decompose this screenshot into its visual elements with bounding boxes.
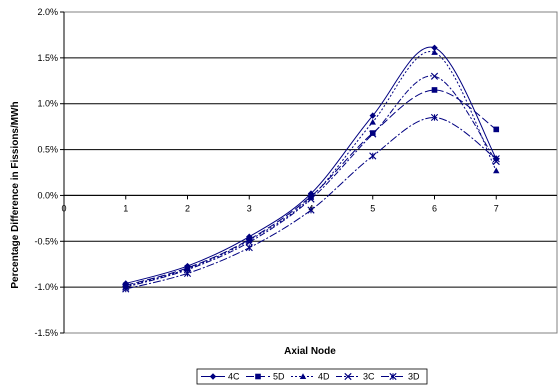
x-tick-label: 3 (247, 203, 252, 213)
data-point (122, 285, 130, 293)
y-tick-label: -0.5% (34, 236, 58, 246)
data-point (307, 206, 315, 214)
plot-area (63, 11, 558, 334)
x-tick-label: 1 (123, 203, 128, 213)
tick-labels: 01234567-1.5%-1.0%-0.5%0.0%0.5%1.0%1.5%2… (34, 7, 498, 338)
x-tick-label: 5 (370, 203, 375, 213)
series-3c (122, 72, 500, 291)
data-point-stroke (245, 238, 253, 246)
data-point (369, 130, 377, 138)
y-tick-label: 2.0% (37, 7, 58, 17)
data-point (209, 373, 217, 380)
series-line (125, 51, 497, 287)
series-5d (122, 87, 500, 289)
data-point (307, 195, 315, 203)
series-line (125, 89, 497, 286)
data-point (255, 373, 261, 380)
data-point (307, 194, 315, 200)
x-tick-label: 2 (185, 203, 190, 213)
y-tick-label: 1.5% (37, 53, 58, 63)
y-tick-label: 0.5% (37, 145, 58, 155)
series-line (125, 75, 497, 288)
legend: 4C 5D 4D 3C 3D (196, 368, 428, 385)
series-group (122, 44, 500, 293)
data-point (299, 373, 307, 380)
x-tick-label: 6 (432, 203, 437, 213)
gridlines (64, 11, 557, 334)
series-4d (122, 49, 500, 289)
legend-label: 5D (273, 372, 285, 382)
data-point (493, 167, 500, 174)
x-tick-label: 7 (494, 203, 499, 213)
series-3d (122, 113, 500, 293)
series-4c (122, 44, 500, 287)
data-point (431, 87, 438, 93)
axes (63, 12, 557, 333)
data-point (369, 118, 376, 125)
y-tick-label: -1.5% (34, 328, 58, 338)
data-point-stroke (307, 195, 315, 203)
data-point (344, 372, 352, 381)
y-tick-label: -1.0% (34, 282, 58, 292)
legend-label: 4D (318, 372, 330, 382)
x-axis-title: Axial Node (284, 346, 336, 357)
data-point (431, 44, 438, 51)
data-point (369, 112, 376, 119)
legend-item: 3D (381, 372, 420, 382)
legend-item: 5D (246, 372, 285, 382)
y-axis-title: Percentage Difference in Fissions/MWh (10, 101, 21, 288)
data-point-stroke (430, 72, 439, 80)
data-point (431, 49, 438, 55)
y-tick-label: 0.0% (37, 190, 58, 200)
legend-label: 3D (408, 372, 420, 382)
data-point (183, 269, 192, 277)
legend-label: 3C (363, 372, 375, 382)
legend-label: 4C (228, 372, 240, 382)
data-point (430, 113, 439, 122)
data-point (245, 244, 253, 252)
legend-item: 4D (291, 372, 330, 382)
data-point (245, 238, 253, 246)
y-tick-label: 1.0% (37, 99, 58, 109)
series-line (125, 46, 497, 284)
data-point (493, 126, 500, 133)
data-point (492, 155, 500, 163)
data-point (430, 72, 439, 80)
data-point (389, 372, 397, 381)
data-point (369, 130, 376, 136)
legend-item: 4C (201, 372, 240, 382)
data-point-stroke (369, 130, 377, 138)
x-tick-label: 0 (61, 203, 66, 213)
legend-item: 3C (336, 372, 375, 382)
data-point (369, 152, 377, 160)
data-point-stroke (344, 372, 352, 381)
